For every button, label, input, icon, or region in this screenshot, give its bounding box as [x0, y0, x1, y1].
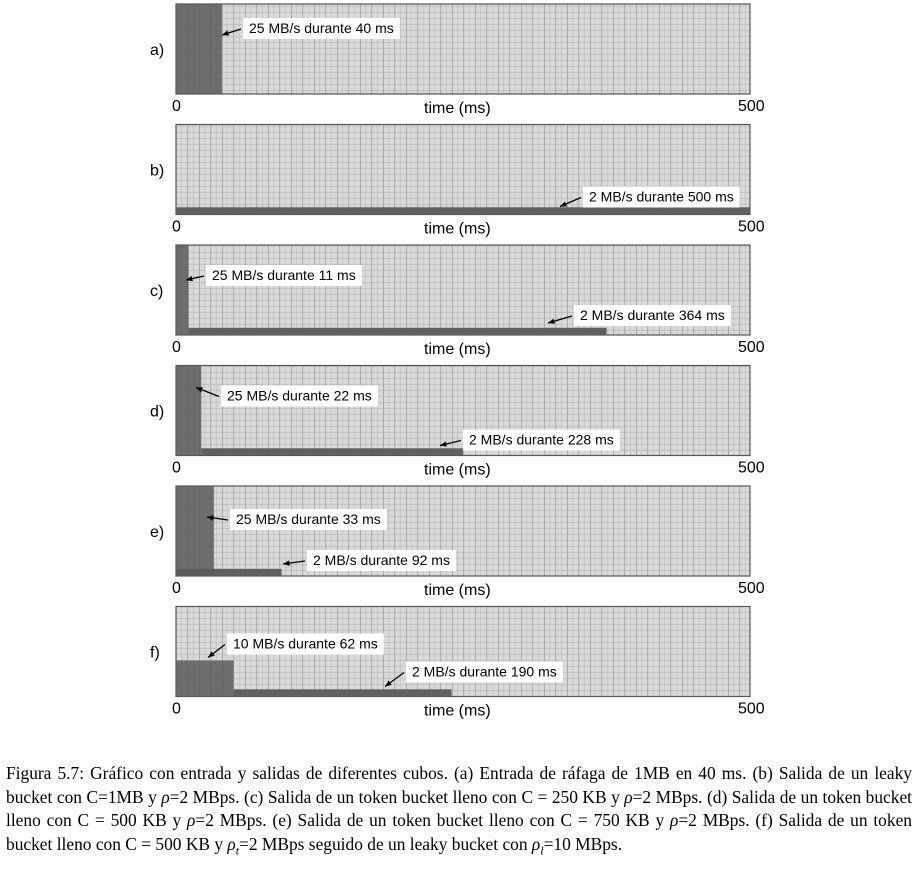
- x-axis-label: time (ms): [424, 582, 491, 599]
- tick-label-end: 500: [738, 219, 765, 236]
- annotation-box: [583, 186, 740, 208]
- annotation-arrowhead: [283, 560, 290, 566]
- annotation-arrowhead: [186, 275, 193, 282]
- tick-label-end: 500: [738, 701, 765, 718]
- caption-subscript: t: [235, 842, 240, 857]
- figure-caption: Figura 5.7: Gráfico con entrada y salida…: [6, 762, 912, 856]
- annotation-label: 2 MB/s durante 92 ms: [313, 552, 450, 568]
- annotation-label: 25 MB/s durante 40 ms: [249, 20, 394, 36]
- annotation-label: 2 MB/s durante 190 ms: [412, 664, 557, 680]
- caption-text: =2 MBps. (d) Salida de un token bucket l…: [6, 786, 913, 831]
- annotation-box: [406, 661, 563, 683]
- rate-bar-1: [176, 486, 214, 576]
- tick-label-end: 500: [738, 580, 765, 597]
- annotation-arrowhead: [385, 680, 392, 687]
- tick-label-start: 0: [172, 701, 181, 718]
- panel-label: a): [150, 42, 164, 59]
- rate-bar-2: [176, 568, 282, 576]
- caption-text: =10 MBps.: [543, 833, 623, 854]
- tick-label-start: 0: [172, 219, 181, 236]
- annotation-box: [230, 509, 387, 530]
- rate-bar-2: [201, 448, 464, 456]
- caption-rho: ρ: [670, 810, 679, 830]
- tick-label-start: 0: [172, 580, 181, 597]
- caption-text: =2 MBps. (f) Salida de un token bucket l…: [6, 810, 912, 854]
- caption-rho: ρ: [187, 810, 196, 830]
- caption-text: =2 MBps. (e) Salida de un token bucket l…: [195, 810, 670, 830]
- annotation-label: 2 MB/s durante 228 ms: [469, 432, 614, 448]
- panel-label: d): [150, 404, 164, 421]
- rate-bar-1: [176, 365, 202, 456]
- panel-label: f): [150, 645, 160, 662]
- annotation-box: [243, 18, 400, 39]
- caption-text: =2 MBps seguido de un leaky bucket con: [239, 833, 532, 854]
- x-axis-label: time (ms): [424, 341, 491, 358]
- figure-charts: a) 0 500 time (ms) 25 MB/s durante 40 ms b) 0 5…: [150, 3, 765, 720]
- rate-vs-time-panels: a) 0 500 time (ms) 25 MB/s durante 40 ms b) 0 5…: [150, 3, 765, 720]
- panel-label: b): [150, 163, 164, 180]
- plot-area: [175, 3, 751, 95]
- annotation-box: [206, 265, 362, 286]
- rate-bar-2: [233, 689, 452, 697]
- rate-bar-1: [176, 4, 222, 94]
- plot-area: [175, 485, 751, 577]
- annotation-label: 2 MB/s durante 364 ms: [580, 307, 725, 323]
- rate-bar-1: [176, 660, 234, 697]
- x-axis-label: time (ms): [424, 462, 491, 479]
- annotation-arrowhead: [196, 387, 203, 393]
- annotation-arrowhead: [440, 441, 447, 447]
- annotation-box: [307, 550, 456, 571]
- panel-4: d) 0 500 time (ms): [150, 364, 765, 479]
- tick-label-end: 500: [738, 339, 765, 356]
- annotation-arrowhead: [548, 318, 555, 324]
- annotation-label: 10 MB/s durante 62 ms: [233, 636, 378, 652]
- annotation-label: 25 MB/s durante 33 ms: [236, 511, 381, 527]
- panel-3: c) 0 500 time (ms): [150, 244, 765, 358]
- panel-label: e): [150, 524, 164, 541]
- annotation-box: [227, 633, 384, 655]
- tick-label-end: 500: [738, 98, 765, 115]
- x-axis-label: time (ms): [424, 703, 491, 720]
- caption-rho: ρ: [624, 786, 633, 807]
- panel-5: e) 0 500 time (ms): [150, 485, 765, 599]
- tick-label-start: 0: [172, 98, 181, 115]
- x-axis-label: time (ms): [424, 221, 491, 238]
- caption-rho: ρ: [531, 833, 541, 854]
- panel-1: a) 0 500 time (ms): [150, 3, 765, 117]
- tick-label-start: 0: [172, 460, 181, 477]
- annotation-box: [463, 429, 620, 451]
- caption-rho: ρ: [161, 786, 170, 807]
- panel-label: c): [150, 283, 163, 300]
- rate-bar-1: [176, 245, 189, 335]
- x-axis-label: time (ms): [424, 100, 491, 117]
- caption-text: =2 MBps. (c) Salida de un token bucket l…: [169, 786, 625, 807]
- annotation-label: 25 MB/s durante 22 ms: [227, 388, 372, 404]
- tick-label-end: 500: [738, 460, 765, 477]
- caption-text: Figura 5.7: Gráfico con entrada y salida…: [6, 763, 912, 807]
- caption-rho: ρ: [227, 833, 236, 854]
- annotation-box: [574, 305, 731, 326]
- annotation-label: 2 MB/s durante 500 ms: [589, 189, 734, 205]
- panel-2: b) 0 500 time (ms): [150, 123, 765, 238]
- annotation-label: 25 MB/s durante 11 ms: [212, 267, 356, 283]
- annotation-arrowhead: [560, 201, 567, 207]
- tick-label-start: 0: [172, 339, 181, 356]
- annotation-box: [221, 385, 378, 407]
- rate-bar-1: [176, 207, 750, 215]
- rate-bar-2: [188, 327, 607, 335]
- annotation-arrowhead: [222, 30, 229, 36]
- annotation-arrowhead: [208, 651, 215, 658]
- caption-subscript: l: [540, 842, 544, 857]
- annotation-arrowhead: [207, 515, 214, 521]
